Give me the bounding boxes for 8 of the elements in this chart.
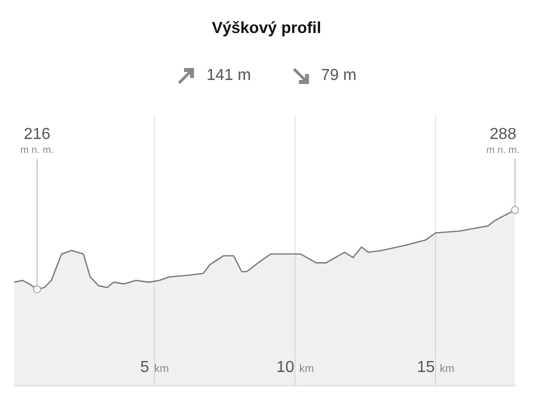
annotation: 216 m n. m.	[20, 126, 54, 156]
x-tick-label: 10 km	[276, 359, 314, 376]
annotation: 288 m n. m.	[486, 126, 520, 156]
text: 141 m	[206, 67, 251, 85]
x-tick-label: 5 km	[140, 359, 169, 376]
text: 79 m	[320, 67, 357, 85]
x-tick-label: 15 km	[416, 359, 454, 376]
chart-title: Výškový profil	[210, 20, 322, 38]
